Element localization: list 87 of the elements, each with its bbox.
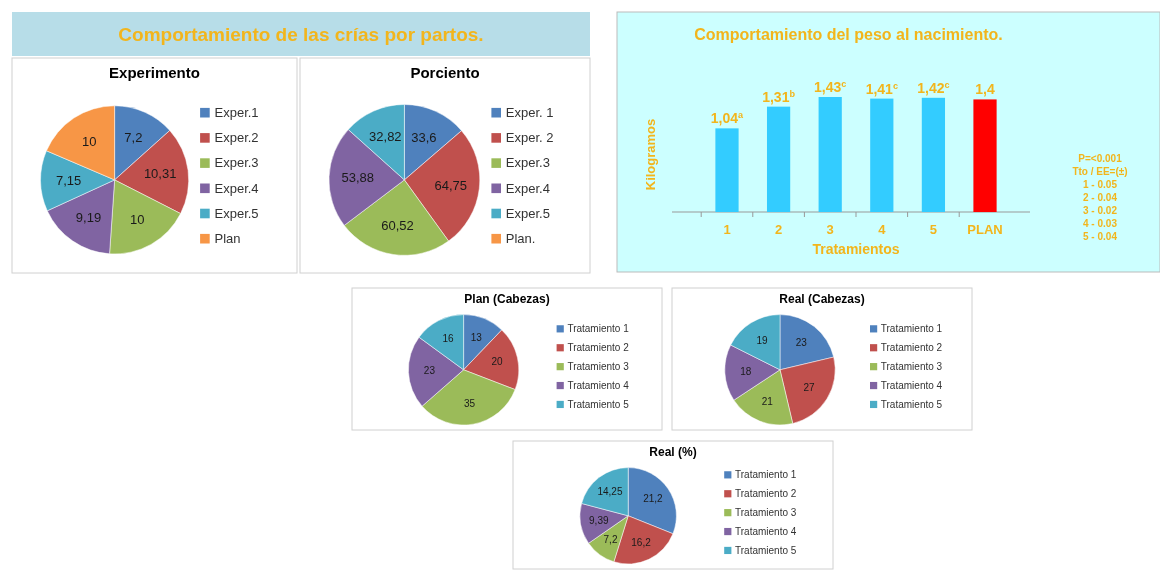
legend-label: Tratamiento 3 xyxy=(880,360,943,372)
data-label: 20 xyxy=(491,356,503,368)
legend-label: Tratamiento 5 xyxy=(735,544,797,556)
x-tick-label: 4 xyxy=(878,222,887,237)
legend-label: Tratamiento 5 xyxy=(567,398,630,410)
data-label: 13 xyxy=(470,332,483,344)
chart-title: Real (%) xyxy=(649,445,697,460)
data-label: 1,04$^{a}$ xyxy=(710,110,745,127)
data-label: 1,41$^{c}$ xyxy=(865,80,898,97)
data-label: 14,25 xyxy=(597,486,623,498)
legend-label: Exper. 1 xyxy=(505,104,554,120)
data-label: 7,15 xyxy=(56,172,82,188)
data-label: 21 xyxy=(761,395,774,407)
text: Tto / EE=(±) xyxy=(1072,166,1128,177)
legend-label: Exper.3 xyxy=(505,155,550,171)
data-label: 10,31 xyxy=(143,166,177,182)
chart-title: Porciento xyxy=(410,64,480,82)
legend-label: Tratamiento 3 xyxy=(567,360,630,372)
data-label: 35 xyxy=(464,397,476,409)
x-tick-label: PLAN xyxy=(967,222,1003,237)
legend-label: Tratamiento 2 xyxy=(880,341,943,353)
legend-label: Tratamiento 1 xyxy=(735,469,797,480)
data-label: 53,88 xyxy=(341,170,374,186)
x-tick-label: 1 xyxy=(723,222,731,237)
legend-label: Tratamiento 4 xyxy=(567,379,630,391)
data-label: 23 xyxy=(423,365,436,377)
text: 1 - 0.05 xyxy=(1083,179,1118,190)
chart-title: Experimento xyxy=(109,64,200,82)
data-label: 1,42$^{c}$ xyxy=(917,79,950,96)
x-tick-label: 5 xyxy=(929,222,938,237)
data-label: 10 xyxy=(82,133,97,149)
data-label: 9,19 xyxy=(75,209,102,225)
text: 5 - 0.04 xyxy=(1083,231,1118,242)
data-label: 16,2 xyxy=(631,536,652,548)
text: 4 - 0.03 xyxy=(1083,218,1118,229)
legend-label: Tratamiento 2 xyxy=(567,341,630,353)
legend-label: Exper.5 xyxy=(505,205,550,221)
legend-label: Tratamiento 1 xyxy=(567,323,630,334)
bar xyxy=(818,97,842,212)
legend-label: Tratamiento 1 xyxy=(880,323,943,334)
data-label: 16 xyxy=(442,333,455,345)
legend-label: Tratamiento 2 xyxy=(735,487,797,499)
data-label: 9,39 xyxy=(589,515,609,527)
bar xyxy=(870,98,894,212)
legend-label: Plan xyxy=(214,230,241,246)
x-tick-label: 2 xyxy=(774,222,783,237)
data-label: 64,75 xyxy=(434,177,468,193)
data-label: 1,43$^{c}$ xyxy=(814,79,847,95)
chart-title: Plan (Cabezas) xyxy=(464,292,550,307)
legend-label: Tratamiento 4 xyxy=(880,379,943,391)
legend-label: Exper.1 xyxy=(214,104,259,120)
data-label: 18 xyxy=(740,365,752,377)
legend-label: Tratamiento 4 xyxy=(735,525,797,537)
bar xyxy=(973,99,997,212)
data-label: 7,2 xyxy=(603,534,618,546)
chart-title: Comportamiento del peso al nacimiento. xyxy=(694,26,1003,43)
text: 2 - 0.04 xyxy=(1083,192,1118,203)
bar xyxy=(766,106,791,212)
legend-label: Exper.3 xyxy=(214,155,259,171)
legend-label: Exper.4 xyxy=(505,180,550,196)
legend-label: Exper. 2 xyxy=(505,130,554,146)
legend-label: Exper.2 xyxy=(214,130,259,146)
data-label: 10 xyxy=(130,212,145,228)
chart-title: Real (Cabezas) xyxy=(779,292,865,307)
data-label: 1,31$^{b}$ xyxy=(762,88,796,105)
data-label: 21,2 xyxy=(643,493,664,505)
y-axis-title: Kilogramos xyxy=(643,118,658,191)
data-label: 33,6 xyxy=(411,129,437,145)
data-label: 27 xyxy=(803,381,816,393)
legend-label: Plan. xyxy=(505,230,536,246)
legend-label: Exper.4 xyxy=(214,180,259,196)
data-label: 23 xyxy=(795,337,808,349)
legend-label: Tratamiento 5 xyxy=(880,398,943,410)
legend-label: Tratamiento 3 xyxy=(735,506,797,518)
text: Comportamiento de las crías por partos. xyxy=(118,24,484,45)
bar xyxy=(921,97,946,212)
x-tick-label: 3 xyxy=(826,222,834,237)
data-label: 7,2 xyxy=(124,130,143,146)
data-label: 19 xyxy=(756,334,769,346)
text: P=<0.001 xyxy=(1078,153,1123,164)
data-label: 32,82 xyxy=(369,129,402,145)
text: 3 - 0.02 xyxy=(1083,205,1118,216)
bar xyxy=(715,128,739,212)
data-label: 1,4 xyxy=(975,81,995,98)
legend-label: Exper.5 xyxy=(214,205,259,221)
x-axis-title: Tratamientos xyxy=(812,241,900,257)
data-label: 60,52 xyxy=(381,218,414,234)
